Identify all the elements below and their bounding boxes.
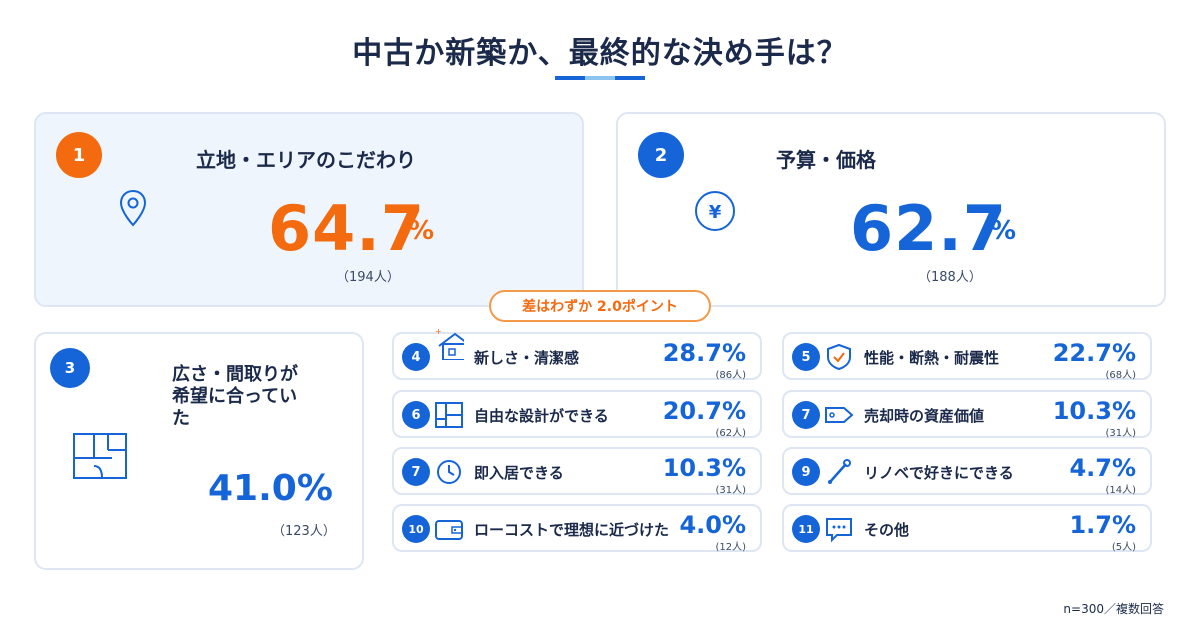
rank-10-value: 4.0% [679,511,746,539]
rank-7b-value: 10.3% [1052,397,1136,425]
rank-1-count: （194人） [336,270,400,285]
rank-badge: 2 [638,132,684,178]
rank-9-count: (14人) [1105,485,1136,496]
rank-6-label: 自由な設計ができる [474,407,609,425]
rank-badge: 7 [792,401,820,429]
svg-text:¥: ¥ [709,202,722,223]
title-underline [555,76,645,80]
rank-badge: 9 [792,458,820,486]
page-title: 中古か新築か、最終的な決め手は？ [352,36,848,71]
rank-10-count: (12人) [715,542,746,553]
location-pin-icon [119,189,147,227]
layout-icon [435,402,463,428]
rank-4-label: 新しさ・清潔感 [474,349,580,367]
rank-4-value: 28.7% [662,339,746,367]
rank-11-count: (5人) [1111,542,1136,553]
rank-7a-count: (31人) [715,485,746,496]
rank-10-label: ローコストで理想に近づけた [474,521,670,539]
rank-6-count: (62人) [715,428,746,439]
rank-7b-row: 7 売却時の資産価値 10.3% (31人) [782,390,1152,439]
rank-11-value: 1.7% [1069,511,1136,539]
rank-2-count: （188人） [918,270,982,285]
rank-5-value: 22.7% [1052,339,1136,367]
rank-badge: 5 [792,343,820,371]
rank-badge: 7 [402,458,430,486]
wallet-icon [435,520,463,540]
rank-11-row: 11 その他 1.7% (5人) [782,504,1152,553]
rank-badge: 6 [402,401,430,429]
rank-6-row: 6 自由な設計ができる 20.7% (62人) [392,390,762,439]
rank-4-count: (86人) [715,370,746,381]
rank-1-card: 1 立地・エリアのこだわり 64.7 % （194人） [34,112,584,307]
rank-10-row: 10 ローコストで理想に近づけた 4.0% (12人) [392,504,762,553]
rank-9-label: リノベで好きにできる [864,464,1014,482]
yen-coin-icon: ¥ [695,191,735,231]
speech-bubble-icon [826,518,852,543]
house-sparkle-icon: + + [435,327,464,360]
rank-2-card: 2 予算・価格 ¥ 62.7 % （188人） [616,112,1166,307]
rank-1-label: 立地・エリアのこだわり [196,148,416,172]
rank-9-value: 4.7% [1069,454,1136,482]
rank-3-value: 41.0% [208,468,333,509]
rank-1-unit: % [408,216,435,246]
svg-text:+: + [435,327,442,336]
rank-badge: 11 [792,515,820,543]
rank-7a-value: 10.3% [662,454,746,482]
rank-2-value: 62.7 [850,192,1007,265]
rank-5-row: 5 性能・断熱・耐震性 22.7% (68人) [782,332,1152,381]
rank-7b-count: (31人) [1105,428,1136,439]
rank-9-row: 9 リノベで好きにできる 4.7% (14人) [782,447,1152,496]
rank-2-unit: % [990,216,1017,246]
floor-plan-icon [73,433,127,479]
rank-5-label: 性能・断熱・耐震性 [864,349,1000,367]
rank-3-card: 3 広さ・間取りが 希望に合ってい た 41.0% （123人） [34,332,364,570]
clock-icon [437,460,461,484]
rank-7b-label: 売却時の資産価値 [864,407,985,425]
rank-badge: 10 [402,515,430,543]
rank-4-row: 4 + + 新しさ・清潔感 28.7% (86人) [392,327,762,381]
rank-2-label: 予算・価格 [776,148,876,172]
rank-1-value: 64.7 [268,192,425,265]
shield-check-icon [827,343,851,371]
difference-badge: 差はわずか 2.0ポイント [489,290,711,322]
rank-3-label: 広さ・間取りが 希望に合ってい た [172,364,298,429]
rank-3-count: （123人） [272,524,336,539]
rank-badge: 4 [402,343,430,371]
rank-badge: 1 [56,132,102,178]
rank-11-label: その他 [864,521,910,539]
wrench-icon [828,459,851,484]
rank-6-value: 20.7% [662,397,746,425]
rank-7a-label: 即入居できる [474,464,564,482]
footnote: n=300／複数回答 [1063,602,1164,616]
rank-badge: 3 [50,348,90,388]
price-tag-icon [825,407,854,423]
rank-5-count: (68人) [1105,370,1136,381]
rank-7a-row: 7 即入居できる 10.3% (31人) [392,447,762,496]
